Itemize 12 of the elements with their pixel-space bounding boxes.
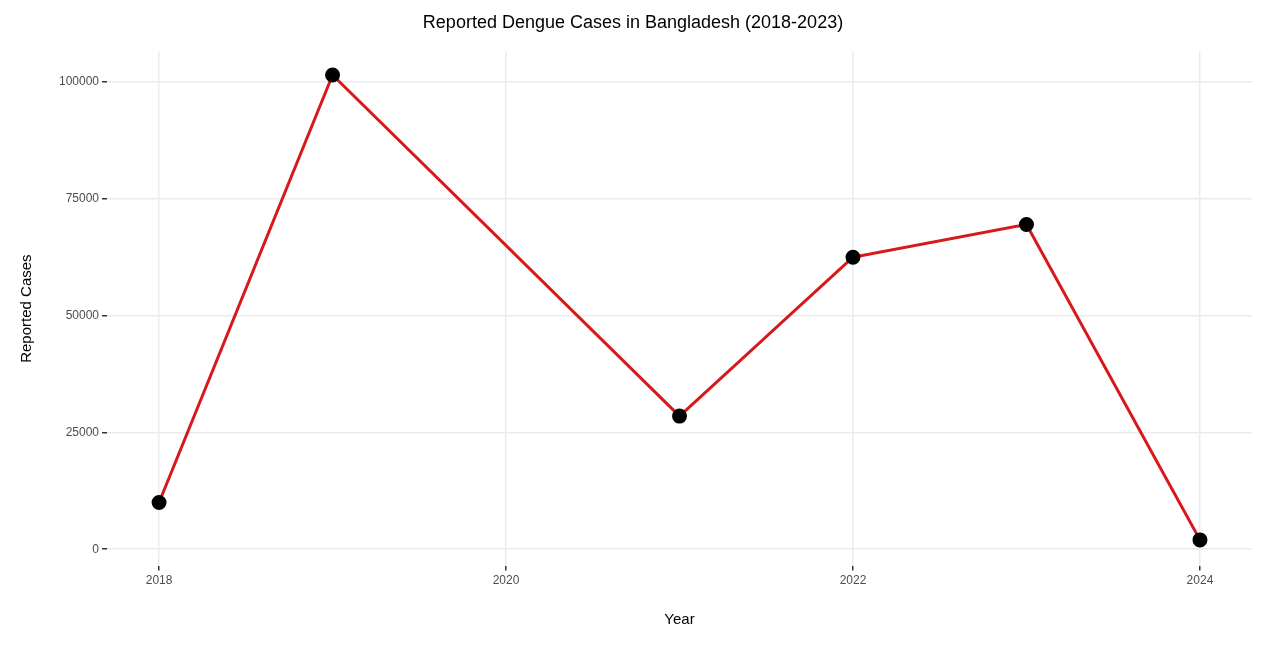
chart-title: Reported Dengue Cases in Bangladesh (2018-2023) bbox=[422, 11, 844, 32]
x-tick-label: 2020 bbox=[492, 573, 520, 588]
x-axis-title: Year bbox=[664, 610, 695, 628]
y-axis-title: Reported Cases bbox=[17, 254, 35, 363]
y-tick-label: 50000 bbox=[65, 307, 100, 322]
y-tick-label: 25000 bbox=[65, 424, 100, 439]
y-tick-label: 0 bbox=[92, 541, 100, 556]
x-tick-label: 2024 bbox=[1186, 573, 1214, 588]
y-tick-label: 75000 bbox=[65, 191, 100, 206]
y-tick-label: 100000 bbox=[59, 74, 100, 89]
x-tick-label: 2022 bbox=[839, 573, 867, 588]
x-tick-label: 2018 bbox=[145, 573, 173, 588]
